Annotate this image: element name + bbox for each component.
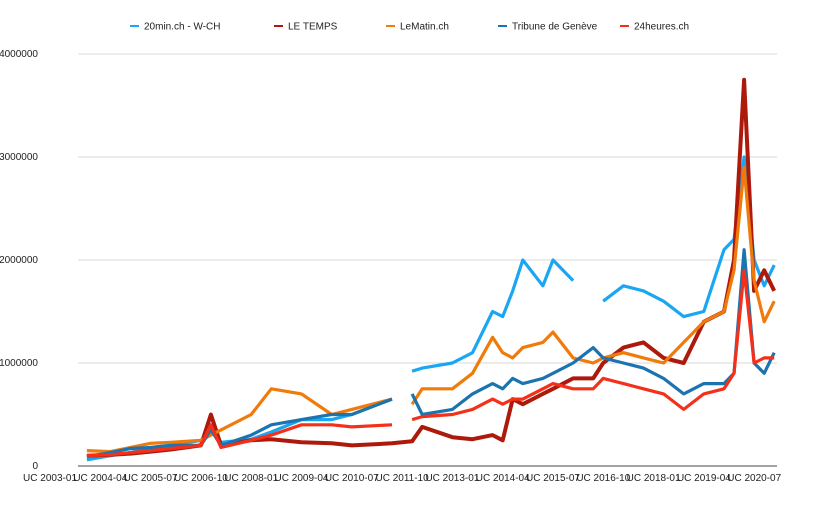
y-tick-label: 1000000	[0, 358, 38, 369]
x-tick-label: UC 2009-04	[275, 473, 329, 484]
x-tick-label: UC 2003-01	[23, 473, 77, 484]
legend-label: LE TEMPS	[288, 22, 338, 33]
x-tick-label: UC 2020-07	[727, 473, 781, 484]
series-line-4	[86, 268, 775, 458]
x-tick-label: UC 2013-01	[425, 473, 479, 484]
y-tick-label: 0	[32, 461, 38, 472]
y-tick-label: 3000000	[0, 152, 38, 163]
x-tick-label: UC 2010-07	[325, 473, 379, 484]
legend: 20min.ch - W-CH LE TEMPS LeMatin.ch Tribune…	[130, 22, 689, 33]
x-tick-label: UC 2006-10	[174, 473, 228, 484]
legend-item: 24heures.ch	[620, 22, 689, 33]
x-tick-label: UC 2014-04	[476, 473, 530, 484]
legend-item: Tribune de Genève	[498, 22, 598, 33]
x-tick-label: UC 2019-04	[677, 473, 731, 484]
series-line-2	[86, 165, 776, 454]
series-lines	[86, 77, 776, 462]
legend-label: Tribune de Genève	[512, 22, 598, 33]
y-axis: 0 1000000 2000000 3000000 4000000	[0, 49, 38, 472]
y-tick-label: 4000000	[0, 49, 38, 60]
legend-label: 20min.ch - W-CH	[144, 22, 221, 33]
y-tick-label: 2000000	[0, 255, 38, 266]
legend-item: LE TEMPS	[274, 22, 338, 33]
gridlines	[78, 53, 777, 467]
x-tick-label: UC 2018-01	[627, 473, 681, 484]
legend-item: 20min.ch - W-CH	[130, 22, 221, 33]
series-line-1	[86, 77, 776, 458]
legend-item: LeMatin.ch	[386, 22, 449, 33]
legend-label: 24heures.ch	[634, 22, 689, 33]
x-tick-label: UC 2005-07	[124, 473, 178, 484]
x-tick-label: UC 2004-04	[73, 473, 127, 484]
x-tick-label: UC 2015-07	[526, 473, 580, 484]
legend-label: LeMatin.ch	[400, 22, 449, 33]
x-tick-label: UC 2008-01	[224, 473, 278, 484]
x-tick-label: UC 2011-10	[376, 473, 430, 484]
x-tick-label: UC 2016-10	[576, 473, 630, 484]
